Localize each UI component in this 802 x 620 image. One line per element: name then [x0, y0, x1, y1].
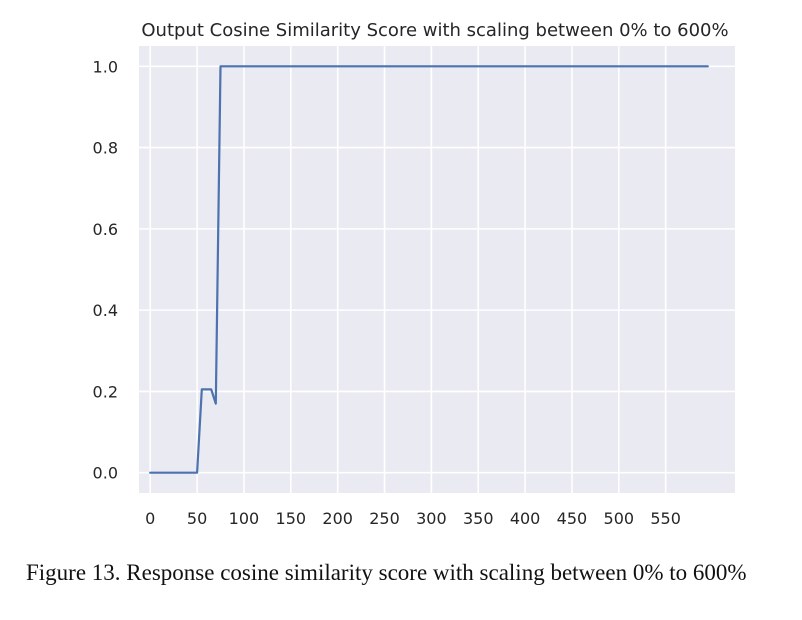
x-tick-label: 450	[557, 509, 588, 528]
y-tick-labels: 0.0 0.2 0.4 0.6 0.8 1.0	[93, 57, 118, 482]
x-tick-label: 100	[229, 509, 260, 528]
x-tick-label: 550	[650, 509, 681, 528]
x-tick-label: 500	[604, 509, 635, 528]
x-tick-label: 250	[369, 509, 400, 528]
x-tick-label: 0	[145, 509, 155, 528]
x-tick-label: 200	[322, 509, 353, 528]
x-tick-labels: 0 50 100 150 200 250 300 350 400 450 500 550	[145, 509, 681, 528]
plot-area	[139, 46, 735, 493]
y-tick-label: 0.6	[93, 220, 118, 239]
y-tick-label: 1.0	[93, 57, 118, 76]
x-tick-label: 150	[276, 509, 307, 528]
x-tick-label: 300	[416, 509, 447, 528]
y-tick-label: 0.8	[93, 139, 118, 158]
x-tick-label: 50	[187, 509, 207, 528]
series-line	[149, 65, 709, 474]
y-tick-label: 0.0	[93, 464, 118, 483]
figure-caption: Figure 13. Response cosine similarity sc…	[26, 560, 747, 585]
chart-title: Output Cosine Similarity Score with scal…	[141, 20, 728, 41]
line-chart: Output Cosine Similarity Score with scal…	[93, 20, 735, 528]
x-tick-label: 400	[510, 509, 541, 528]
x-tick-label: 350	[463, 509, 494, 528]
y-tick-label: 0.2	[93, 382, 118, 401]
series-group	[149, 65, 709, 474]
y-tick-label: 0.4	[93, 301, 118, 320]
